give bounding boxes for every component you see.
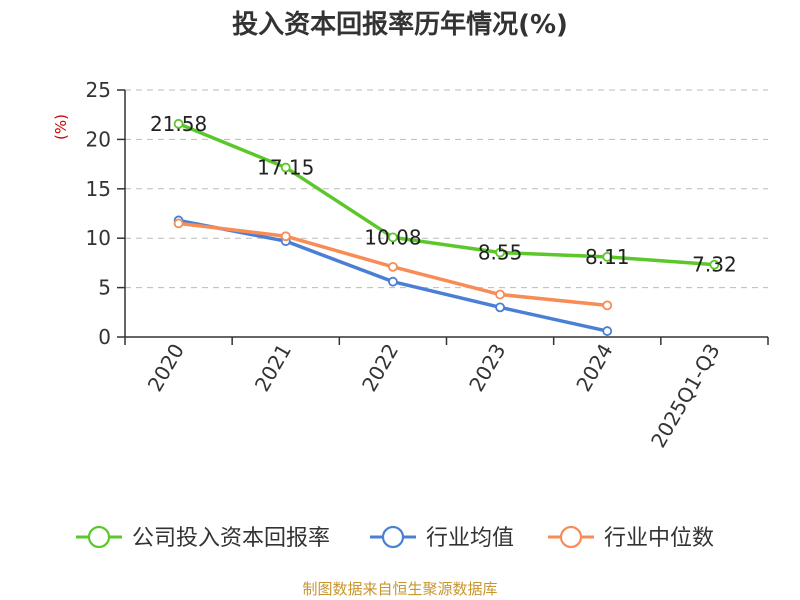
- legend-item[interactable]: 行业均值: [370, 525, 514, 551]
- data-point: [280, 162, 291, 173]
- data-label: 10.08: [364, 225, 421, 249]
- data-labels: 21.58 17.15 10.08 8.55 8.11 7.32: [150, 112, 737, 277]
- data-point: [709, 259, 720, 270]
- data-point: [173, 118, 184, 129]
- data-point: [388, 232, 398, 243]
- y-tick-label: 10: [86, 226, 111, 250]
- legend-label: 行业均值: [426, 526, 514, 551]
- data-point: [602, 251, 613, 262]
- y-tick-label: 0: [98, 325, 111, 349]
- series-line: [177, 122, 715, 267]
- x-axis-ticks: 2020 2021 2022 2023 2024 2025Q1-Q3: [124, 337, 769, 452]
- legend-marker: [381, 525, 405, 549]
- x-tick-label: 2020: [143, 340, 189, 396]
- x-tick-label: 2025Q1-Q3: [646, 340, 725, 452]
- data-point: [602, 300, 613, 311]
- x-tick-label: 2024: [571, 340, 617, 396]
- legend-label: 公司投入资本回报率: [132, 526, 330, 551]
- y-tick-label: 20: [86, 127, 111, 151]
- x-tick-label: 2022: [357, 340, 403, 396]
- data-point: [388, 276, 398, 287]
- series-1: [173, 215, 613, 336]
- y-tick-label: 15: [86, 177, 111, 201]
- data-point: [495, 289, 505, 300]
- legend-label: 行业中位数: [604, 526, 714, 551]
- legend-item[interactable]: 行业中位数: [548, 525, 714, 551]
- x-tick-label: 2023: [464, 340, 510, 396]
- series-2: [173, 218, 613, 311]
- legend: 公司投入资本回报率 行业均值 行业中位数: [76, 525, 714, 551]
- series-lines: [173, 118, 720, 336]
- data-label: 8.11: [585, 245, 630, 269]
- data-point: [602, 326, 613, 336]
- data-point: [388, 261, 398, 272]
- data-point: [173, 218, 184, 229]
- y-tick-label: 25: [86, 78, 111, 102]
- y-axis-ticks: 0 5 10 15 20 25: [86, 78, 125, 349]
- data-point: [280, 231, 291, 242]
- legend-marker: [87, 525, 111, 549]
- y-axis-unit: (%): [52, 114, 70, 140]
- data-point: [495, 247, 505, 258]
- data-label: 7.32: [692, 253, 737, 277]
- series-0: [173, 118, 720, 270]
- legend-item[interactable]: 公司投入资本回报率: [76, 525, 330, 551]
- source-note: 制图数据来自恒生聚源数据库: [302, 580, 497, 598]
- data-label: 8.55: [478, 241, 523, 265]
- y-tick-label: 5: [98, 276, 111, 300]
- chart-title: 投入资本回报率历年情况(%): [232, 9, 568, 40]
- data-label: 17.15: [257, 156, 314, 180]
- x-tick-label: 2021: [250, 340, 296, 396]
- data-point: [495, 302, 505, 313]
- grid-lines: [125, 89, 768, 289]
- data-label: 21.58: [150, 112, 207, 136]
- axes: [124, 90, 768, 338]
- legend-marker: [559, 525, 583, 549]
